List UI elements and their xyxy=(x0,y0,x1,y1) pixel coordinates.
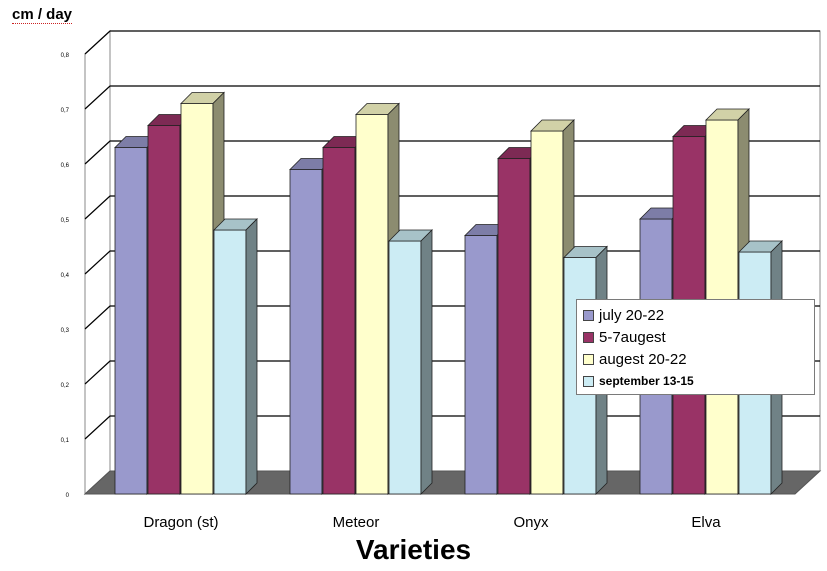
bar-front xyxy=(355,114,389,495)
x-tick-label: Onyx xyxy=(513,514,549,531)
bar-front xyxy=(114,147,148,495)
legend-swatch-early-august xyxy=(583,331,594,343)
x-tick-label: Meteor xyxy=(333,514,380,531)
legend-swatch-late-august xyxy=(583,353,594,365)
y-tick-label: 0,1 xyxy=(61,438,70,444)
bar-side xyxy=(245,218,258,495)
y-tick-label: 0,3 xyxy=(61,328,70,334)
bar-front xyxy=(530,130,564,495)
bar-front xyxy=(289,169,323,495)
bar-front xyxy=(180,103,214,495)
legend-item-september: september 13-15 xyxy=(583,370,808,392)
gridline xyxy=(84,195,820,220)
bar-front xyxy=(147,125,181,495)
legend-item-early-august: 5-7augest xyxy=(583,326,808,348)
gridline xyxy=(84,85,820,110)
legend-item-late-august: augest 20-22 xyxy=(583,348,808,370)
legend-item-july: july 20-22 xyxy=(583,304,808,326)
y-tick-label: 0,7 xyxy=(61,108,70,114)
legend-label-september: september 13-15 xyxy=(599,374,694,388)
x-axis-label: Varieties xyxy=(355,534,472,565)
y-tick-label: 0,2 xyxy=(61,383,70,389)
y-axis-ticks: 0 0,1 0,2 0,3 0,4 0,5 0,6 0,7 0,8 xyxy=(61,53,70,499)
y-tick-label: 0 xyxy=(66,493,70,499)
bar-front xyxy=(213,229,247,495)
bar-front xyxy=(388,240,422,495)
x-tick-label: Dragon (st) xyxy=(143,514,218,531)
gridline xyxy=(84,30,820,55)
bar xyxy=(388,229,433,495)
bar xyxy=(213,218,258,495)
legend-label-late-august: augest 20-22 xyxy=(599,350,687,368)
bar-side xyxy=(420,229,433,495)
y-tick-label: 0,5 xyxy=(61,218,70,224)
legend-label-early-august: 5-7augest xyxy=(599,328,666,346)
y-tick-label: 0,4 xyxy=(61,273,70,279)
bar-front xyxy=(497,158,531,495)
y-tick-label: 0,8 xyxy=(61,53,70,59)
legend-swatch-september xyxy=(583,375,594,387)
x-axis-ticks: Dragon (st) Meteor Onyx Elva xyxy=(143,514,721,531)
y-axis-label: cm / day xyxy=(12,6,73,24)
y-tick-label: 0,6 xyxy=(61,163,70,169)
x-tick-label: Elva xyxy=(691,514,721,531)
bar-front xyxy=(322,147,356,495)
legend: july 20-22 5-7augest augest 20-22 septem… xyxy=(576,299,815,395)
bar-front xyxy=(464,235,498,495)
gridline xyxy=(84,140,820,165)
legend-swatch-july xyxy=(583,309,594,321)
legend-label-july: july 20-22 xyxy=(599,306,665,324)
